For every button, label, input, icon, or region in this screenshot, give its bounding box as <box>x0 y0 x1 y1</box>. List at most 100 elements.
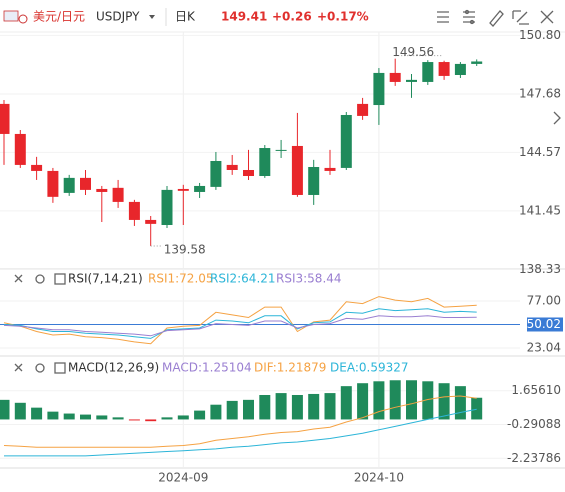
dropdown-icon[interactable] <box>149 15 155 19</box>
candle-body <box>210 160 222 187</box>
macd-bar <box>308 393 320 420</box>
candle-body <box>96 188 108 192</box>
settings-icon[interactable] <box>463 9 475 25</box>
legend-entry: RSI2:64.21 <box>210 272 276 286</box>
candle-body <box>31 164 43 171</box>
price: 149.41 <box>221 10 267 24</box>
macd-bar <box>210 404 222 420</box>
reference-label: 50.02 <box>527 317 561 331</box>
macd-bar <box>406 380 417 420</box>
compare-icon[interactable] <box>540 10 554 24</box>
candle-body <box>161 189 173 226</box>
change-pct: +0.17% <box>317 10 369 24</box>
period[interactable]: 日K <box>175 10 196 24</box>
candle-body <box>145 219 157 224</box>
candle-body <box>471 61 483 64</box>
y-tick-label: -0.29088 <box>507 417 561 431</box>
candle-body <box>308 166 320 195</box>
close-icon[interactable] <box>14 274 23 283</box>
candle-body <box>80 177 91 190</box>
candle-body <box>243 169 254 177</box>
candle-body <box>324 167 336 171</box>
macd-bar <box>471 397 483 420</box>
collapse-arrow[interactable] <box>553 111 561 125</box>
fullscreen-icon[interactable] <box>512 10 521 19</box>
macd-bar <box>80 414 91 420</box>
y-tick-label: 144.57 <box>519 145 561 159</box>
macd-bar <box>0 399 10 420</box>
rsi-header <box>14 273 66 285</box>
macd-bar <box>96 415 108 420</box>
pair-name[interactable]: 美元/日元 <box>33 10 85 24</box>
candle-body <box>14 133 26 165</box>
macd-bar <box>63 413 75 420</box>
macd-bar <box>47 411 59 420</box>
candle-body <box>259 148 271 177</box>
low-annotation: 139.58 <box>164 243 206 257</box>
expand-icon[interactable] <box>54 362 66 374</box>
macd-bar <box>275 393 287 420</box>
panel-title: MACD(12,26,9) <box>68 361 159 375</box>
macd-bar <box>324 393 336 420</box>
indicator-icon[interactable] <box>437 11 449 23</box>
gear-icon[interactable] <box>35 274 45 284</box>
macd-bar <box>194 410 206 420</box>
rsi-line <box>3 315 477 337</box>
toolbar: 美元/日元 USDJPY 日K 149.41 +0.26 +0.17% <box>3 8 561 125</box>
macd-bar <box>177 415 189 420</box>
macd-bar <box>291 394 303 420</box>
macd-bar <box>389 380 401 420</box>
rsi-line <box>3 296 477 345</box>
candle-body <box>128 201 140 220</box>
panel-title: RSI(7,14,21) <box>68 272 143 286</box>
change: +0.26 <box>272 10 312 24</box>
x-tick-label: 2024-10 <box>354 471 404 485</box>
candle-body <box>194 185 206 192</box>
y-tick-label: 23.04 <box>527 340 561 354</box>
macd-bar <box>357 383 369 420</box>
y-tick-label: 147.68 <box>519 86 561 100</box>
y-tick-label: 138.33 <box>519 262 561 276</box>
macd-bar <box>128 419 140 421</box>
candle-body <box>389 72 401 82</box>
macd-bar <box>14 402 26 420</box>
candle-body <box>454 63 466 75</box>
macd-bar <box>112 417 124 420</box>
y-tick-label: -2.23786 <box>507 451 561 465</box>
gear-icon[interactable] <box>35 363 45 373</box>
symbol[interactable]: USDJPY <box>96 10 140 24</box>
flag-icon <box>3 10 19 22</box>
y-tick-label: 77.00 <box>527 293 561 307</box>
close-icon[interactable] <box>14 363 23 372</box>
macd-header <box>14 362 66 374</box>
candle-body <box>340 114 352 168</box>
macd-bar <box>31 407 43 420</box>
candle-body <box>47 170 59 197</box>
legend-entry: RSI1:72.05 <box>148 272 214 286</box>
candle-body <box>357 103 369 116</box>
macd-line <box>3 395 477 448</box>
macd-line <box>4 408 477 457</box>
candle-body <box>373 72 385 106</box>
y-tick-label: 1.65610 <box>511 383 561 397</box>
legend-entry: DEA:0.59327 <box>330 361 409 375</box>
candle-body <box>63 177 75 193</box>
candle-body <box>422 62 434 82</box>
legend-entry: MACD:1.25104 <box>162 361 252 375</box>
candle-body <box>226 164 238 170</box>
legend-entry: RSI3:58.44 <box>276 272 342 286</box>
macd-bar <box>340 386 352 420</box>
legend-entry: DIF:1.21879 <box>254 361 326 375</box>
y-tick-label: 150.80 <box>519 28 561 42</box>
expand-icon[interactable] <box>54 273 66 285</box>
candle-body <box>177 188 189 191</box>
draw-icon[interactable] <box>489 10 504 27</box>
macd-bar <box>145 419 157 422</box>
macd-bar <box>373 381 385 420</box>
candle-body <box>438 62 450 76</box>
flag-icon <box>18 14 28 24</box>
high-annotation: 149.56 <box>392 45 434 59</box>
brush-icon[interactable] <box>516 11 529 25</box>
reference-badge <box>527 317 563 332</box>
